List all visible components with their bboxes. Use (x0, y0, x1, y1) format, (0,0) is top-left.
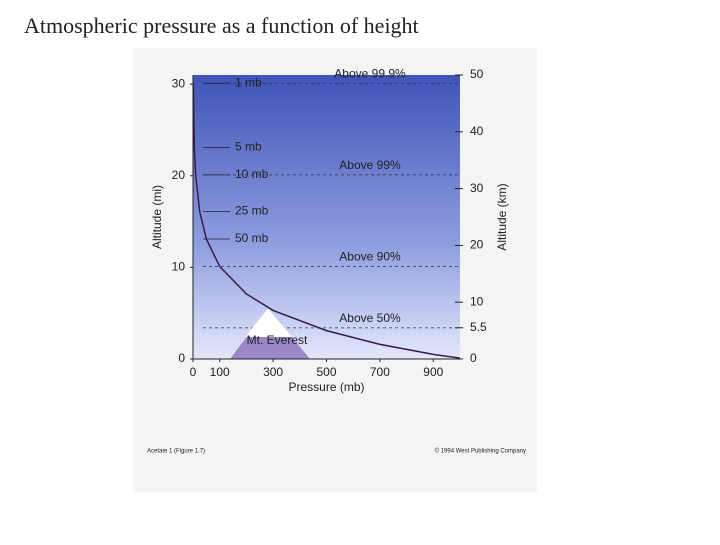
y-tick-label: 10 (172, 260, 186, 274)
pressure-label: 5 mb (235, 140, 262, 154)
footer-left: Acetate 1 (Figure 1.7) (147, 449, 205, 455)
y2-tick-label: 30 (470, 181, 484, 195)
x-axis-title: Pressure (mb) (288, 380, 364, 394)
y2-tick-label: 40 (470, 124, 484, 138)
pressure-curve (192, 83, 461, 359)
y-tick-label: 20 (172, 168, 186, 182)
plot-area (193, 75, 460, 359)
y2-tick-label: 10 (470, 294, 484, 308)
y-tick-label: 0 (178, 351, 185, 365)
x-tick-label: 500 (316, 365, 336, 379)
mountain-label: Mt. Everest (247, 333, 308, 347)
x-tick-label: 0 (190, 365, 197, 379)
level-label: Above 90% (339, 250, 401, 264)
mountain-snow (245, 308, 292, 337)
pressure-label: 25 mb (235, 204, 269, 218)
x-tick-label: 900 (423, 365, 443, 379)
x-tick-label: 300 (263, 365, 283, 379)
y2-tick-label: 5.5 (470, 320, 487, 334)
plot: Above 99.9% Above 99% Above 90% Above 50% Mt… (150, 66, 509, 394)
y2-tick-label: 0 (470, 351, 477, 365)
x-tick-label: 100 (210, 365, 230, 379)
slide-title: Atmospheric pressure as a function of he… (24, 13, 419, 38)
level-label: Above 99% (339, 158, 401, 172)
y-axis-title: Altitude (mi) (150, 185, 164, 249)
pressure-label: 1 mb (235, 75, 262, 89)
y2-tick-label: 50 (470, 67, 484, 81)
y2-tick-label: 20 (470, 238, 484, 252)
pressure-label: 50 mb (235, 231, 269, 245)
y2-axis-title: Altitude (km) (495, 183, 509, 250)
x-tick-label: 700 (370, 365, 390, 379)
level-label: Above 99.9% (334, 66, 406, 80)
level-label: Above 50% (339, 311, 401, 325)
pressure-label: 10 mb (235, 167, 269, 181)
footer-right: © 1994 West Publishing Company (435, 448, 526, 455)
y-tick-label: 30 (172, 76, 186, 90)
